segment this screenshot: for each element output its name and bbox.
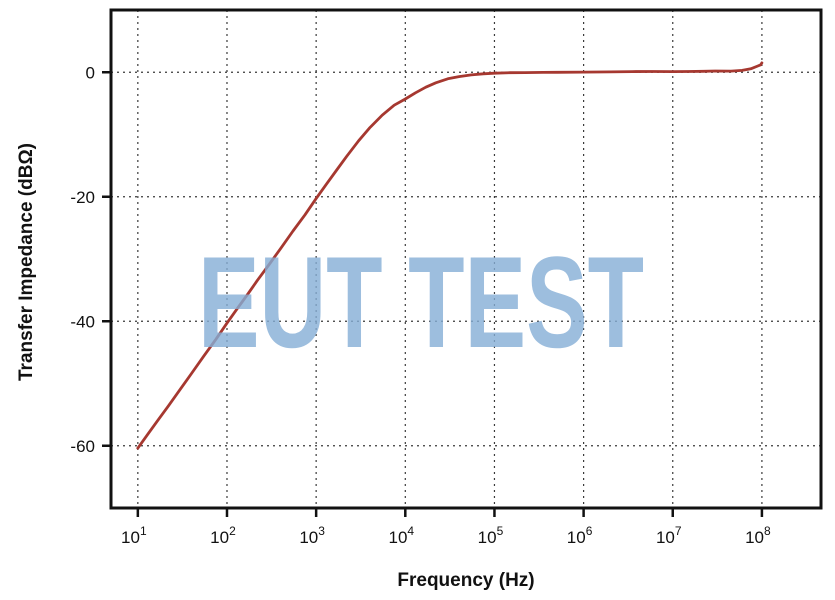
y-tick-label: -20 <box>70 188 95 207</box>
y-tick-label: -60 <box>70 437 95 456</box>
x-axis-label: Frequency (Hz) <box>397 570 534 591</box>
y-axis-label: Transfer Impedance (dBΩ) <box>16 143 37 381</box>
y-tick-label: 0 <box>86 63 95 82</box>
watermark-text: EUT TEST <box>198 229 644 375</box>
x-tick-label: 105 <box>478 524 504 547</box>
axis-tick-marks <box>102 71 764 517</box>
y-axis-tick-labels: 0 -20 -40 -60 <box>70 63 95 456</box>
curve-layer <box>136 61 764 450</box>
x-tick-label: 101 <box>121 524 147 547</box>
transfer-impedance-curve <box>136 61 764 450</box>
plot-border <box>109 8 823 510</box>
x-tick-label: 102 <box>210 524 236 547</box>
x-axis-tick-labels: 101 102 103 104 105 106 107 108 <box>121 524 771 547</box>
x-tick-label: 106 <box>567 524 593 547</box>
grid-lines <box>111 10 821 508</box>
y-tick-label: -40 <box>70 312 95 331</box>
x-tick-label: 107 <box>656 524 682 547</box>
x-tick-label: 108 <box>745 524 771 547</box>
x-tick-label: 103 <box>299 524 325 547</box>
x-tick-label: 104 <box>388 524 414 547</box>
